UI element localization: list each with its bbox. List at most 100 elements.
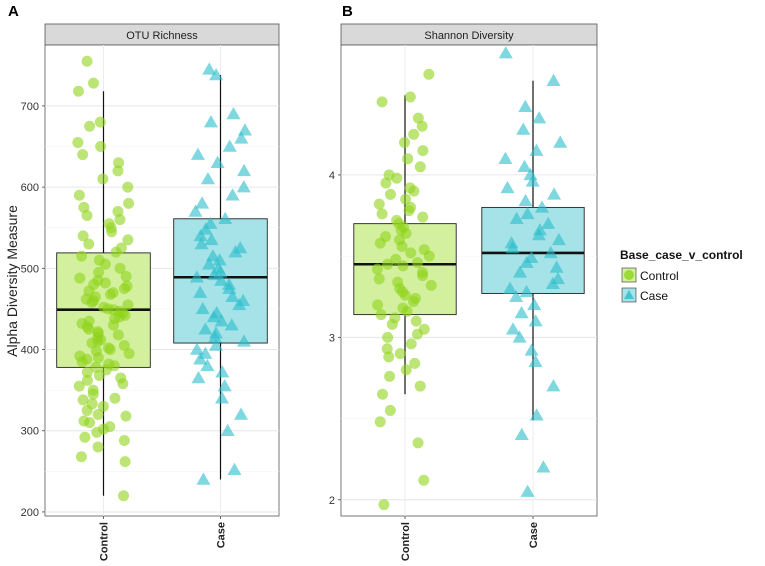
data-point [371,263,383,275]
data-point [73,189,85,201]
data-point [236,180,251,193]
data-point [414,380,426,392]
data-point [87,384,99,396]
panel-title-shannon-diversity: Shannon Diversity [424,30,514,42]
data-point [529,143,544,156]
box-body [481,206,585,294]
data-point [72,85,84,97]
data-point [78,201,90,213]
y-tick-label-otu-richness: 700 [21,101,39,113]
data-point [416,266,428,278]
data-point [103,218,115,230]
data-point [536,460,551,473]
data-point [97,400,109,412]
data-point [92,275,104,286]
data-point [399,136,411,148]
data-point [500,180,515,194]
x-tick-label-control-otu-richness: Control [99,522,111,561]
data-point [203,115,218,128]
y-tick-label-shannon-diversity: 2 [329,495,335,507]
data-point [506,322,521,335]
data-point [378,499,390,511]
data-point [218,211,233,225]
data-point [77,394,89,406]
data-point [94,116,106,128]
legend: Base_case_v_control Control Case [620,248,743,303]
data-point [214,314,229,327]
data-point [513,265,528,278]
data-point [517,159,532,173]
data-point [195,196,210,209]
data-point [208,338,223,351]
data-point [405,338,417,350]
data-point [217,379,232,392]
data-point [112,165,124,177]
panel-shannon-diversity: B Shannon Diversity 2 3 4 Control Case [329,3,598,561]
data-point [104,421,116,433]
x-tick-label-control-shannon-diversity: Control [400,522,412,561]
data-point [237,334,252,347]
legend-label-case: Case [640,289,668,303]
data-point [118,490,130,502]
data-point [409,292,421,304]
y-tick-label-otu-richness: 400 [21,345,39,357]
points-control-shannon-diversity [371,68,437,511]
data-point [90,361,102,373]
data-point [208,326,223,339]
data-point [519,284,534,298]
data-point [418,244,430,256]
data-point [376,96,388,108]
data-point [123,197,135,209]
data-point [97,173,109,185]
data-point [520,484,535,497]
data-point [198,346,213,359]
data-point [523,167,538,181]
data-point [382,258,394,270]
data-point [92,441,104,453]
data-point [103,358,115,370]
data-point [75,451,87,463]
data-point [518,99,533,112]
data-point [546,379,561,392]
data-point [423,68,435,80]
data-point [534,200,549,213]
data-point [83,315,95,327]
data-point [550,271,565,285]
data-point [418,323,430,335]
data-point [114,262,126,274]
data-point [72,136,84,148]
data-point [120,270,132,282]
data-point [222,139,237,152]
data-point [417,211,429,223]
data-point [543,245,558,259]
data-point [549,260,564,273]
data-point [405,247,417,259]
data-point [551,232,566,246]
data-point [372,299,384,311]
data-point [391,214,403,226]
data-point [397,302,409,314]
data-point [525,174,540,187]
data-point [81,55,93,67]
panel-title-otu-richness: OTU Richness [126,30,198,42]
data-point [194,236,209,250]
data-point [418,474,430,486]
data-point [383,351,395,363]
data-point [76,250,88,262]
data-point [400,364,412,376]
data-point [112,329,124,341]
data-point [400,193,412,205]
data-point [384,370,396,382]
data-point [516,122,531,135]
data-point [92,326,104,338]
data-point [79,431,91,443]
x-tick-label-case-otu-richness: Case [216,522,228,548]
data-point [191,370,206,384]
data-point [112,205,124,217]
data-point [514,427,529,441]
data-point [73,380,85,392]
data-point [237,123,252,136]
data-point [553,135,568,148]
data-point [234,131,249,144]
data-point [504,236,519,249]
